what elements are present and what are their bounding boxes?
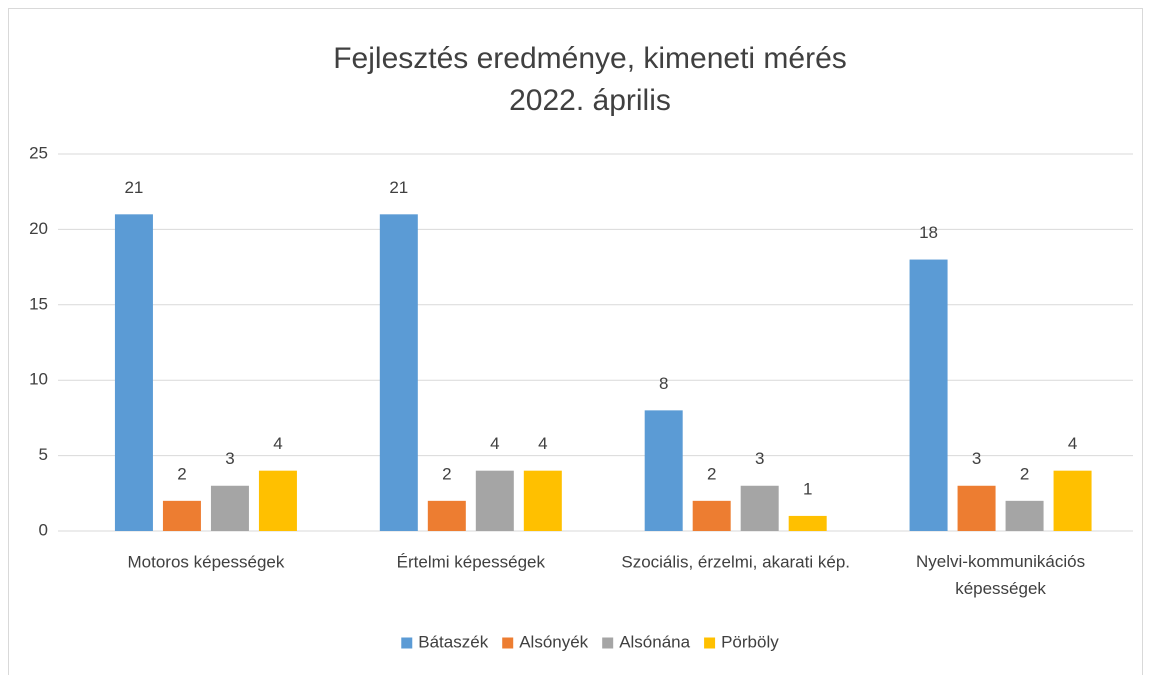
legend-swatch <box>704 637 716 649</box>
x-tick-label: Szociális, érzelmi, akarati kép. <box>621 552 850 571</box>
legend-label: Alsónyék <box>519 632 588 651</box>
bar <box>162 500 201 531</box>
bar <box>210 485 249 531</box>
bar <box>523 470 562 531</box>
legend-label: Pörböly <box>721 632 779 651</box>
bar <box>644 410 683 531</box>
data-label: 4 <box>273 434 282 453</box>
data-label: 2 <box>1020 464 1029 483</box>
y-tick-label: 25 <box>29 143 48 162</box>
data-label: 21 <box>389 178 408 197</box>
data-label: 3 <box>972 449 981 468</box>
bar <box>740 485 779 531</box>
bar <box>379 214 418 531</box>
x-tick-label: Motoros képességek <box>128 552 285 571</box>
y-tick-label: 10 <box>29 370 48 389</box>
legend-swatch <box>602 637 614 649</box>
y-tick-label: 15 <box>29 294 48 313</box>
chart-title: Fejlesztés eredménye, kimeneti mérés <box>333 42 847 75</box>
x-tick-label: Értelmi képességek <box>397 552 546 571</box>
data-label: 3 <box>755 449 764 468</box>
bar <box>114 214 153 531</box>
bar <box>788 515 827 531</box>
data-label: 8 <box>659 374 668 393</box>
bar <box>692 500 731 531</box>
legend-swatch <box>502 637 514 649</box>
data-label: 2 <box>442 464 451 483</box>
y-tick-label: 20 <box>29 219 48 238</box>
legend-label: Bátaszék <box>418 632 488 651</box>
legend-label: Alsónána <box>619 632 690 651</box>
data-label: 3 <box>225 449 234 468</box>
chart-subtitle: 2022. április <box>509 84 671 117</box>
legend-swatch <box>401 637 413 649</box>
y-tick-label: 0 <box>39 520 48 539</box>
bar <box>909 259 948 531</box>
data-label: 4 <box>490 434 499 453</box>
data-label: 21 <box>124 178 143 197</box>
data-label: 2 <box>707 464 716 483</box>
bar <box>258 470 297 531</box>
x-tick-label: Nyelvi-kommunikációs képességek <box>916 552 1085 598</box>
bar <box>1005 500 1044 531</box>
data-label: 18 <box>919 223 938 242</box>
data-label: 4 <box>538 434 547 453</box>
y-tick-label: 5 <box>39 445 48 464</box>
bar <box>427 500 466 531</box>
bar <box>957 485 996 531</box>
data-label: 4 <box>1068 434 1077 453</box>
bar <box>1053 470 1092 531</box>
data-label: 2 <box>177 464 186 483</box>
data-label: 1 <box>803 479 812 498</box>
bar <box>475 470 514 531</box>
chart-border <box>8 8 1143 675</box>
